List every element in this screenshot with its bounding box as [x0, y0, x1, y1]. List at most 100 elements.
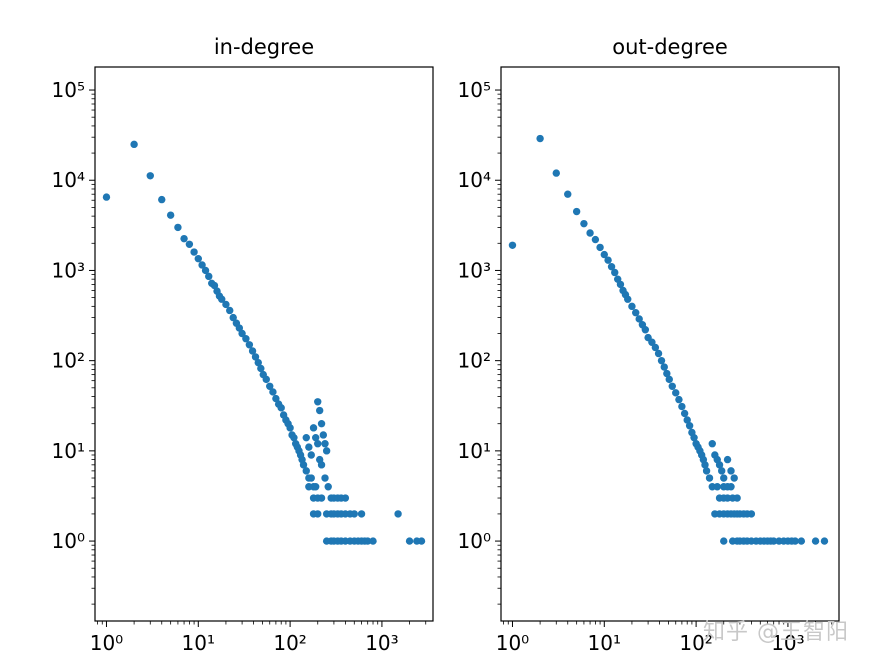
out-degree-data-point	[596, 243, 604, 252]
in-degree-data-point	[319, 431, 328, 439]
in-degree-data-point	[180, 234, 188, 243]
in-degree-y-tick-label: 10⁵	[52, 78, 85, 102]
out-degree-data-point	[632, 309, 640, 317]
in-degree-y-tick-label: 10¹	[52, 439, 85, 463]
out-degree-data-point	[564, 190, 572, 198]
out-degree-data-point	[791, 537, 799, 545]
in-degree-y-tick-label: 10⁰	[52, 529, 85, 553]
out-degree-title: out-degree	[612, 35, 728, 59]
out-degree-data-point	[635, 315, 643, 323]
out-degree-data-point	[657, 356, 666, 365]
in-degree-data-point	[277, 404, 285, 412]
out-degree-data-point	[683, 416, 691, 424]
out-degree-x-tick-label: 10³	[771, 631, 804, 655]
out-degree-data-point	[616, 280, 625, 289]
in-degree-data-point	[198, 261, 206, 269]
out-degree-data-point	[713, 483, 721, 491]
in-degree-data-point	[305, 443, 313, 451]
in-degree-data-point	[317, 420, 326, 428]
in-degree-data-point	[405, 537, 414, 545]
out-degree-data-point	[733, 494, 741, 502]
in-degree-data-point	[174, 223, 182, 232]
out-degree-data-point	[701, 461, 709, 469]
in-degree-axes-frame	[94, 66, 434, 622]
out-degree-y-tick-label: 10²	[458, 349, 491, 373]
in-degree-data-point	[226, 306, 234, 315]
in-degree-data-point	[248, 347, 257, 355]
in-degree-data-point	[312, 433, 320, 442]
out-degree-data-point	[730, 474, 738, 482]
in-degree-data-point	[185, 240, 194, 248]
in-degree-data-point	[364, 537, 372, 545]
in-degree-data-point	[218, 295, 226, 303]
in-degree-data-point	[315, 406, 324, 415]
out-degree-data-point	[665, 375, 673, 384]
out-degree-data-point	[718, 467, 726, 475]
in-degree-data-point	[369, 537, 377, 545]
in-degree-data-point	[286, 424, 294, 432]
in-degree-data-point	[262, 375, 270, 384]
in-degree-data-point	[254, 358, 262, 367]
in-degree-data-point	[314, 510, 322, 518]
out-degree-data-point	[678, 402, 686, 411]
in-degree-data-point	[245, 341, 254, 349]
out-degree-data-point	[580, 219, 588, 228]
subplot-in-degree: in-degree 10⁰ 10¹ 10² 10³ 10⁰ 10¹ 10² 10³ 10⁴ 10⁵	[52, 35, 434, 655]
out-degree-data-point	[660, 363, 668, 371]
out-degree-y-tick-label: 10⁵	[458, 78, 491, 102]
out-degree-data-point	[648, 338, 656, 346]
in-degree-data-point	[417, 537, 426, 545]
in-degree-data-point	[146, 172, 154, 180]
out-degree-data-point	[641, 326, 650, 334]
subplot-out-degree: out-degree 10⁰ 10¹ 10² 10³10⁰10¹10²10³10⁴10…	[458, 35, 840, 655]
out-degree-y-tick-label: 10⁰	[458, 529, 491, 553]
in-degree-data-point	[242, 335, 250, 343]
in-degree-plot-area: 10⁰ 10¹ 10² 10³ 10⁰ 10¹ 10² 10³ 10⁴ 10⁵	[52, 78, 427, 655]
in-degree-data-point	[317, 494, 326, 502]
in-degree-data-point	[321, 474, 329, 482]
in-degree-data-point	[102, 193, 111, 201]
out-degree-data-point	[685, 422, 694, 430]
in-degree-data-point	[201, 266, 210, 275]
out-degree-data-point	[508, 241, 517, 249]
out-degree-data-point	[668, 382, 676, 390]
in-degree-data-point	[341, 494, 350, 502]
out-degree-data-point	[654, 349, 663, 358]
in-degree-data-point	[314, 398, 322, 406]
in-degree-data-point	[166, 211, 175, 219]
in-degree-y-tick-label: 10⁴	[52, 168, 85, 192]
in-degree-data-point	[302, 433, 310, 442]
in-degree-data-point	[299, 461, 308, 469]
in-degree-data-point	[324, 483, 332, 491]
out-degree-plot-area: 10⁰ 10¹ 10² 10³ 10⁰ 10¹ 10² 10³ 10⁴ 10⁵	[458, 78, 833, 655]
in-degree-data-point	[194, 254, 202, 263]
in-degree-data-point	[257, 364, 265, 373]
in-degree-data-point	[322, 447, 331, 455]
out-degree-data-point	[811, 537, 820, 545]
out-degree-x-tick-label: 10²	[679, 631, 712, 655]
out-degree-data-point	[672, 389, 680, 397]
in-degree-data-point	[317, 461, 326, 469]
out-degree-data-point	[600, 250, 608, 259]
out-degree-axes-frame	[500, 66, 840, 622]
out-degree-data-point	[770, 537, 778, 545]
out-degree-data-point	[797, 537, 806, 545]
out-degree-data-point	[611, 268, 619, 277]
out-degree-data-point	[624, 295, 632, 303]
out-degree-x-tick-label: 10¹	[588, 631, 621, 655]
in-degree-data-point	[290, 433, 298, 442]
in-degree-data-point	[190, 248, 198, 256]
in-degree-data-point	[251, 353, 260, 361]
out-degree-data-point	[708, 440, 716, 448]
in-degree-title: in-degree	[214, 35, 314, 59]
out-degree-data-point	[663, 369, 671, 378]
watermark-text: 知乎 @王智阳	[703, 620, 849, 645]
in-degree-data-point	[222, 300, 230, 309]
in-degree-data-point	[205, 272, 213, 281]
out-degree-data-point	[651, 343, 660, 352]
out-degree-data-point	[747, 510, 756, 518]
out-degree-data-point	[705, 474, 714, 482]
out-degree-data-point	[552, 169, 560, 177]
out-degree-data-point	[702, 467, 711, 475]
